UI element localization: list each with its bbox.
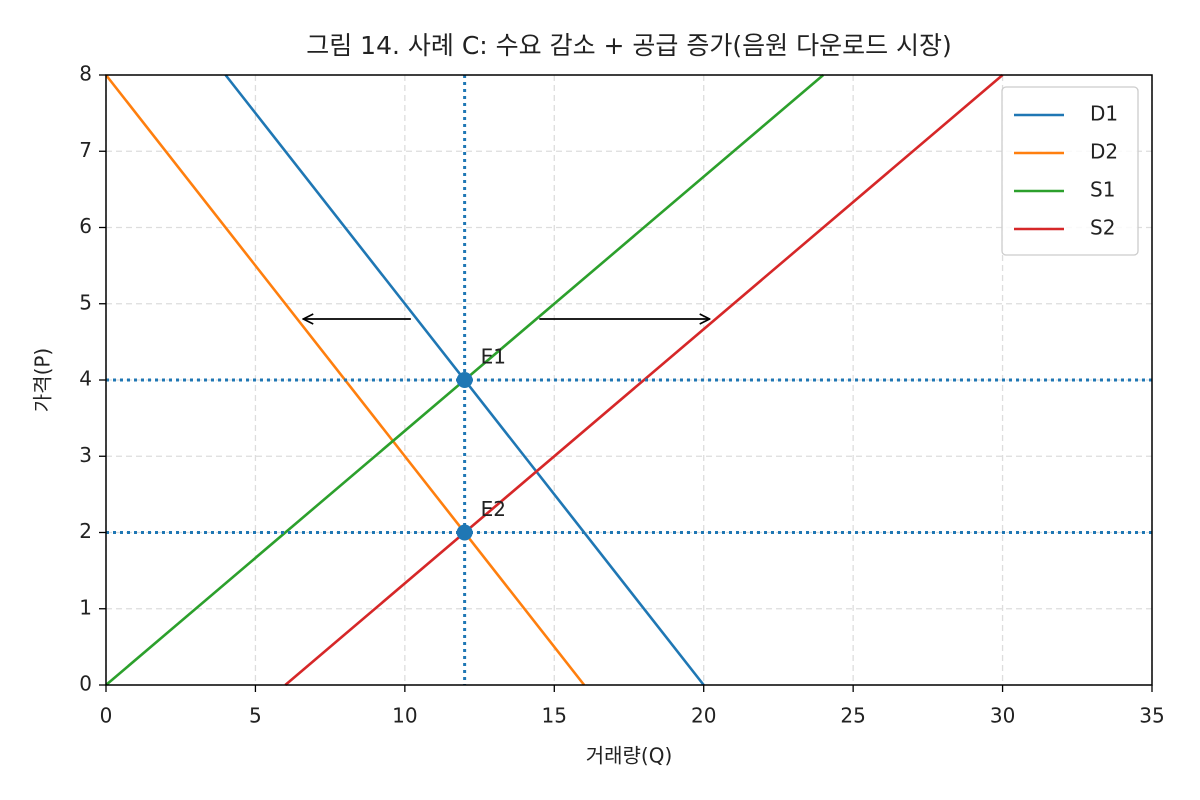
- y-tick-label: 7: [79, 138, 92, 162]
- legend-label: S1: [1090, 178, 1115, 202]
- x-tick-label: 0: [100, 704, 113, 728]
- legend-box: [1001, 86, 1139, 256]
- x-axis-label: 거래량(Q): [586, 744, 673, 768]
- y-axis-label: 가격(P): [31, 348, 55, 412]
- x-tick-label: 10: [392, 704, 417, 728]
- legend-label: D1: [1090, 102, 1118, 126]
- y-tick-label: 4: [79, 367, 92, 391]
- plot-frame: [105, 74, 1153, 686]
- y-tick-label: 2: [79, 519, 92, 543]
- x-tick-label: 25: [840, 704, 865, 728]
- y-tick-label: 1: [79, 595, 92, 619]
- chart-title: 그림 14. 사례 C: 수요 감소 + 공급 증가(음원 다운로드 시장): [306, 31, 952, 60]
- x-tick-label: 5: [249, 704, 262, 728]
- y-tick-label: 3: [79, 443, 92, 467]
- equilibrium-point: [456, 524, 473, 541]
- y-tick-label: 5: [79, 290, 92, 314]
- point-label: E1: [481, 345, 506, 369]
- legend-label: S2: [1090, 216, 1115, 240]
- y-tick-label: 8: [79, 62, 92, 86]
- legend-label: D2: [1090, 140, 1118, 164]
- x-tick-label: 20: [691, 704, 716, 728]
- x-tick-label: 15: [542, 704, 567, 728]
- line: [284, 74, 1004, 686]
- y-tick-label: 6: [79, 214, 92, 238]
- equilibrium-point: [456, 372, 473, 388]
- x-tick-label: 30: [990, 704, 1015, 728]
- x-tick-label: 35: [1139, 704, 1164, 728]
- y-tick-label: 0: [79, 672, 92, 696]
- point-label: E2: [481, 497, 506, 521]
